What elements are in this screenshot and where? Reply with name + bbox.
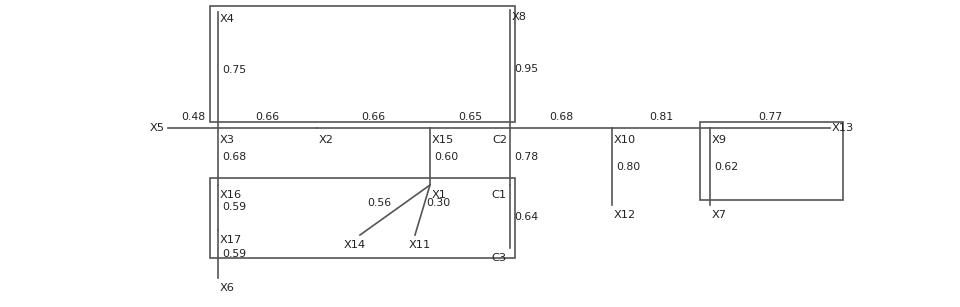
Text: 0.75: 0.75 [222, 65, 246, 75]
Text: 0.66: 0.66 [361, 112, 386, 122]
Text: C1: C1 [492, 190, 507, 200]
Text: X14: X14 [344, 240, 366, 250]
Text: X15: X15 [432, 135, 454, 145]
Bar [700, 122, 843, 200]
Text: C3: C3 [492, 253, 507, 263]
Text: 0.60: 0.60 [434, 151, 458, 161]
Text: X16: X16 [220, 190, 242, 200]
Text: X7: X7 [712, 210, 727, 220]
Text: 0.68: 0.68 [549, 112, 573, 122]
Text: 0.81: 0.81 [649, 112, 673, 122]
Text: 0.78: 0.78 [514, 151, 539, 161]
Text: X12: X12 [614, 210, 636, 220]
Text: 0.62: 0.62 [714, 161, 738, 172]
Text: X11: X11 [409, 240, 431, 250]
Text: X8: X8 [512, 12, 527, 22]
Text: 0.68: 0.68 [222, 151, 246, 161]
Text: X4: X4 [220, 14, 235, 24]
Text: X5: X5 [150, 123, 165, 133]
Text: X9: X9 [712, 135, 727, 145]
Text: X3: X3 [220, 135, 235, 145]
Text: X6: X6 [220, 283, 235, 293]
Text: X2: X2 [319, 135, 334, 145]
Text: 0.66: 0.66 [255, 112, 279, 122]
Text: 0.64: 0.64 [514, 212, 539, 221]
Text: X1: X1 [432, 190, 447, 200]
Text: 0.80: 0.80 [616, 161, 640, 172]
Bar [210, 6, 515, 122]
Text: 0.95: 0.95 [514, 64, 539, 74]
Text: 0.48: 0.48 [180, 112, 205, 122]
Text: 0.30: 0.30 [426, 198, 450, 208]
Text: 0.59: 0.59 [222, 203, 246, 212]
Text: 0.65: 0.65 [458, 112, 482, 122]
Text: C2: C2 [492, 135, 507, 145]
Bar [210, 178, 515, 258]
Text: X10: X10 [614, 135, 636, 145]
Text: 0.59: 0.59 [222, 249, 246, 259]
Text: X17: X17 [220, 235, 242, 245]
Text: X13: X13 [832, 123, 854, 133]
Text: 0.77: 0.77 [758, 112, 782, 122]
Text: 0.56: 0.56 [367, 198, 391, 208]
